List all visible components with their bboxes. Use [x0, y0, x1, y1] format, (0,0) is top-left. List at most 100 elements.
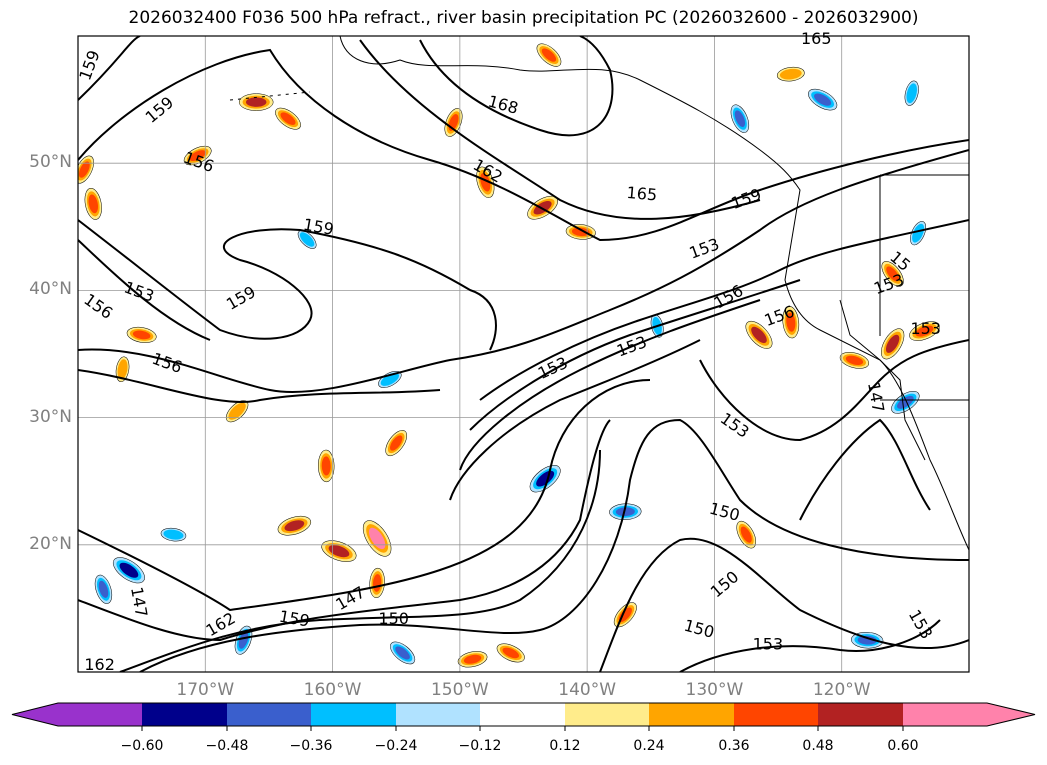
precip-area — [776, 66, 805, 82]
contour-label: 159 — [223, 282, 259, 314]
colorbar-tick-label: −0.24 — [374, 738, 418, 754]
precip-area — [476, 166, 495, 198]
colorbar-extend-high — [903, 703, 1035, 726]
contour-label: 159 — [142, 93, 178, 127]
precip-area — [904, 80, 919, 106]
colorbar-segment — [734, 703, 818, 726]
longitude-label: 170°W — [176, 680, 235, 700]
precip-area — [496, 643, 525, 663]
precip-area — [94, 574, 113, 604]
precip-area — [275, 107, 301, 130]
contour-label: 153 — [871, 270, 906, 298]
height-contours — [78, 36, 969, 672]
colorbar-segment — [480, 703, 565, 726]
colorbar-tick-label: −0.60 — [120, 738, 164, 754]
precip-area — [115, 356, 130, 382]
colorbar-segment — [649, 703, 734, 726]
precip-area — [318, 449, 335, 483]
colorbar-segment — [227, 703, 311, 726]
precip-area — [808, 88, 838, 111]
precip-area — [839, 352, 870, 369]
precip-area — [321, 540, 357, 562]
precip-area — [378, 370, 402, 388]
contour-label: 162 — [84, 655, 115, 674]
latitude-label: 40°N — [29, 279, 72, 300]
precip-area — [736, 520, 757, 549]
colorbar-tick-label: −0.12 — [458, 738, 502, 754]
colorbar-segment — [396, 703, 480, 726]
precip-area — [881, 261, 904, 287]
contour-label: 168 — [486, 92, 520, 118]
contour-label: 153 — [910, 319, 941, 338]
precip-area — [457, 651, 488, 668]
colorbar-tick-label: 0.12 — [549, 738, 581, 754]
precip-area — [362, 520, 392, 557]
precip-area — [613, 602, 637, 628]
precip-area — [160, 527, 187, 542]
precip-area — [565, 224, 596, 240]
contour-label: 156 — [149, 349, 184, 377]
colorbar-tick-label: −0.48 — [205, 738, 249, 754]
colorbar-extend-low — [12, 703, 142, 726]
precip-area — [84, 187, 102, 220]
contour-label: 150 — [682, 616, 716, 642]
colorbar-segment — [311, 703, 396, 726]
precip-area — [385, 430, 408, 457]
contour-label: 159 — [729, 185, 764, 213]
contour-label: 153 — [121, 278, 156, 306]
colorbar-tick-label: 0.60 — [887, 738, 919, 754]
precip-area — [112, 557, 145, 584]
colorbar-segment — [565, 703, 649, 726]
contour-label: 153 — [614, 332, 649, 360]
contour-label: 147 — [127, 585, 151, 618]
contour-label: 165 — [626, 183, 658, 205]
longitude-label: 160°W — [303, 680, 362, 700]
contour-label: 153 — [753, 635, 784, 654]
colorbar — [11, 702, 1036, 731]
contour-label: 159 — [278, 607, 311, 631]
precip-area — [745, 320, 773, 349]
colorbar-tick-label: 0.24 — [633, 738, 665, 754]
precip-area — [277, 515, 312, 536]
map-frame — [77, 35, 970, 673]
precip-area — [909, 321, 940, 341]
longitude-label: 150°W — [430, 680, 489, 700]
longitude-label: 120°W — [812, 680, 871, 700]
precipitation-layer — [78, 43, 940, 668]
precip-area — [536, 43, 562, 67]
contour-label: 150 — [378, 609, 409, 628]
precip-area — [225, 400, 249, 423]
colorbar-segment — [142, 703, 227, 726]
latitude-label: 50°N — [29, 152, 72, 173]
precip-area — [910, 221, 927, 246]
contour-label: 147 — [332, 582, 368, 614]
contour-label: 153 — [905, 606, 937, 642]
colorbar-tick-label: 0.48 — [802, 738, 834, 754]
longitude-label: 130°W — [685, 680, 744, 700]
longitude-label: 140°W — [558, 680, 617, 700]
precip-area — [369, 567, 385, 598]
precip-area — [782, 306, 800, 339]
precip-area — [78, 155, 94, 184]
precip-area — [880, 328, 905, 360]
colorbar-tick-label: −0.36 — [289, 738, 333, 754]
precip-area — [126, 326, 157, 343]
latitude-label: 30°N — [29, 406, 72, 427]
contour-label: 153 — [717, 409, 753, 442]
precip-area — [183, 145, 212, 166]
precip-area — [529, 465, 561, 493]
graticule — [78, 36, 969, 672]
precip-area — [238, 93, 274, 111]
contour-label: 150 — [707, 499, 741, 525]
colorbar-segment — [818, 703, 903, 726]
precip-area — [390, 641, 416, 665]
precip-area — [891, 391, 920, 414]
contour-label: 156 — [80, 290, 116, 323]
map-title: 2026032400 F036 500 hPa refract., river … — [128, 8, 919, 28]
precip-area — [730, 104, 750, 133]
contour-label: 147 — [864, 381, 888, 414]
latitude-label: 20°N — [29, 533, 72, 554]
contour-label: 165 — [801, 29, 832, 48]
precip-area — [297, 230, 317, 249]
